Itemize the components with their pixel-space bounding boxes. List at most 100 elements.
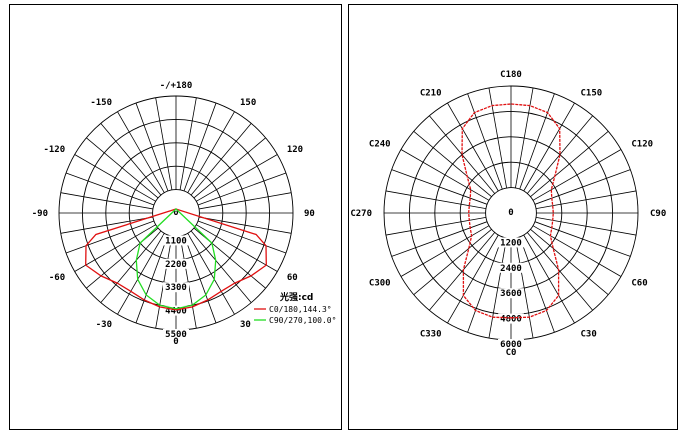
grid-spoke bbox=[117, 233, 165, 315]
radial-tick-label: 2400 bbox=[500, 264, 522, 274]
angle-tick-label: C210 bbox=[420, 89, 442, 99]
angle-tick-label: 30 bbox=[240, 320, 251, 330]
grid-spoke bbox=[193, 137, 266, 199]
series-curve bbox=[461, 103, 561, 319]
grid-spoke bbox=[391, 169, 488, 205]
radial-label-bg bbox=[498, 262, 524, 273]
grid-spoke bbox=[198, 216, 292, 234]
grid-spoke bbox=[519, 236, 555, 333]
angle-tick-label: C150 bbox=[581, 89, 603, 99]
grid-spoke bbox=[198, 192, 292, 210]
grid-spoke bbox=[183, 234, 217, 324]
grid-spoke bbox=[515, 87, 534, 189]
grid-spoke bbox=[179, 235, 197, 329]
grid-spoke bbox=[413, 131, 492, 197]
angle-tick-label: -90 bbox=[32, 209, 48, 219]
angle-tick-label: -/+180 bbox=[160, 81, 193, 91]
radial-label-bg bbox=[498, 237, 524, 248]
radial-label-bg bbox=[507, 207, 515, 217]
angle-tick-label: -30 bbox=[96, 320, 112, 330]
angle-tick-label: C270 bbox=[350, 209, 372, 219]
series-curve bbox=[85, 208, 267, 311]
grid-spoke bbox=[447, 234, 499, 324]
grid-spoke bbox=[65, 172, 155, 206]
radial-label-bg bbox=[163, 305, 189, 316]
series-curve bbox=[135, 208, 217, 310]
angle-tick-label: 90 bbox=[304, 209, 315, 219]
grid-spoke bbox=[183, 102, 217, 192]
angle-tick-label: C90 bbox=[650, 209, 666, 219]
grid-spoke bbox=[74, 224, 156, 272]
angle-tick-label: -60 bbox=[49, 273, 65, 283]
radial-tick-label: 2200 bbox=[165, 260, 187, 270]
grid-spoke bbox=[488, 237, 507, 339]
polar-chart-left: 0110022003300440055000306090-/+180150120… bbox=[32, 81, 337, 347]
grid-spoke bbox=[515, 237, 534, 339]
grid-spoke bbox=[60, 192, 154, 210]
radial-tick-label: 3300 bbox=[165, 283, 187, 293]
angle-tick-label: C30 bbox=[581, 329, 597, 339]
chart-panel-left: 0 1100 2200 3300 4400 5500 0 30 60 90 -/+180 150 120… bbox=[9, 4, 342, 430]
angle-tick-label: C330 bbox=[420, 329, 442, 339]
angle-tick-label: C0 bbox=[506, 348, 517, 358]
grid-spoke bbox=[519, 93, 555, 190]
grid-spoke bbox=[135, 234, 169, 324]
grid-spoke bbox=[197, 172, 287, 206]
radial-tick-label: 0 bbox=[508, 208, 513, 218]
radial-label-bg bbox=[163, 282, 189, 293]
grid-spoke bbox=[196, 224, 278, 272]
radial-label-bg bbox=[498, 313, 524, 324]
legend-entry: C0/180,144.3° bbox=[269, 305, 332, 314]
legend-entry: C90/270,100.0° bbox=[269, 316, 336, 325]
grid-spoke bbox=[187, 233, 235, 315]
grid-spoke bbox=[135, 102, 169, 192]
angle-tick-label: 150 bbox=[240, 98, 256, 108]
angle-tick-label: C180 bbox=[500, 70, 522, 80]
grid-spoke bbox=[530, 131, 609, 197]
radial-tick-label: 4400 bbox=[165, 307, 187, 317]
grid-spoke bbox=[429, 115, 495, 194]
grid-spoke bbox=[488, 87, 507, 189]
grid-spoke bbox=[65, 220, 155, 254]
grid-spoke bbox=[155, 97, 173, 191]
grid-spoke bbox=[530, 229, 609, 295]
radial-label-bg bbox=[498, 339, 524, 349]
radial-label-bg bbox=[163, 235, 189, 246]
grid-spoke bbox=[117, 111, 165, 193]
radial-label-bg bbox=[163, 258, 189, 269]
legend-title: 光强:cd bbox=[279, 291, 313, 303]
grid-spoke bbox=[523, 234, 575, 324]
grid-spoke bbox=[534, 221, 631, 257]
grid-spoke bbox=[527, 115, 593, 194]
grid-spoke bbox=[467, 93, 503, 190]
grid-spoke bbox=[447, 102, 499, 192]
grid-spoke bbox=[532, 149, 622, 201]
radial-tick-label: 3600 bbox=[500, 289, 522, 299]
grid-spoke bbox=[74, 154, 156, 202]
grid-spoke bbox=[400, 149, 490, 201]
grid-spoke bbox=[100, 230, 162, 303]
angle-tick-label: C240 bbox=[369, 140, 391, 150]
chart-panel-right: 0 1200 2400 3600 4800 6000 C0 C30 C60 C90 C120 C150… bbox=[348, 4, 678, 430]
grid-spoke bbox=[86, 137, 159, 199]
angle-tick-label: C60 bbox=[631, 279, 647, 289]
grid-spoke bbox=[155, 235, 173, 329]
grid-spoke bbox=[532, 225, 622, 277]
angle-tick-label: C300 bbox=[369, 279, 391, 289]
grid-spoke bbox=[523, 102, 575, 192]
grid-spoke bbox=[535, 190, 637, 209]
angle-tick-label: 60 bbox=[287, 273, 298, 283]
radial-tick-label: 5500 bbox=[165, 330, 187, 340]
grid-spoke bbox=[179, 97, 197, 191]
radial-tick-label: 1100 bbox=[165, 236, 187, 246]
grid-spoke bbox=[467, 236, 503, 333]
grid-spoke bbox=[190, 123, 252, 196]
grid-spoke bbox=[100, 123, 162, 196]
angle-tick-label: 120 bbox=[287, 145, 303, 155]
grid-spoke bbox=[391, 221, 488, 257]
grid-spoke bbox=[429, 232, 495, 311]
grid-spoke bbox=[197, 220, 287, 254]
radial-label-bg bbox=[498, 288, 524, 299]
grid-spoke bbox=[190, 230, 252, 303]
